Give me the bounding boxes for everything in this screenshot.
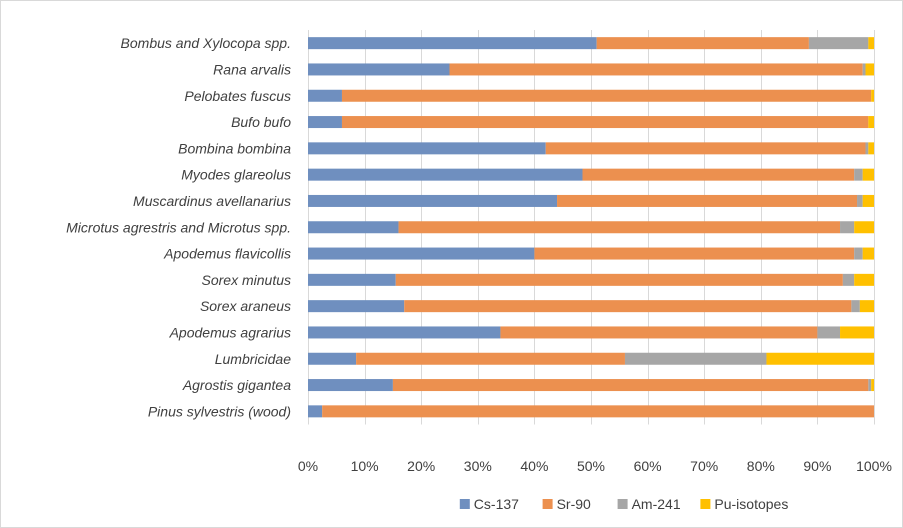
- legend-swatch: [459, 499, 470, 509]
- bar-segment: [865, 63, 874, 76]
- bar-segment: [449, 63, 863, 76]
- bar-segment: [322, 405, 874, 418]
- category-label: Lumbricidae: [215, 351, 291, 367]
- bar-segment: [398, 221, 841, 234]
- bar-segment: [851, 300, 860, 313]
- category-label: Agrostis gigantea: [182, 377, 291, 393]
- legend-label: Am-241: [632, 496, 681, 512]
- bar-segment: [308, 326, 501, 339]
- x-tick-label: 80%: [747, 458, 775, 474]
- bar-segment: [500, 326, 818, 339]
- x-tick-label: 40%: [520, 458, 548, 474]
- bar-segment: [356, 352, 625, 365]
- bar-segment: [868, 379, 872, 392]
- legend-swatch: [617, 499, 628, 509]
- bar-segment: [868, 142, 874, 155]
- category-labels: Bombus and Xylocopa spp. Rana arvalis Pelo…: [66, 35, 291, 419]
- bar-segment: [308, 142, 546, 155]
- bar-segment: [308, 221, 399, 234]
- bar-segment: [817, 326, 841, 339]
- category-label: Rana arvalis: [213, 61, 291, 77]
- bar-segment: [840, 221, 855, 234]
- bar-segment: [857, 194, 863, 207]
- bar-segment: [871, 379, 874, 392]
- x-tick-label: 20%: [407, 458, 435, 474]
- bar-segment: [862, 63, 866, 76]
- bar-segment: [308, 379, 393, 392]
- bar-segment: [808, 37, 869, 50]
- bar-segment: [862, 247, 874, 260]
- bar-segment: [308, 300, 405, 313]
- category-label: Sorex minutus: [202, 272, 291, 288]
- bar-segment: [868, 116, 874, 129]
- x-tick-label: 90%: [803, 458, 831, 474]
- bar-segment: [865, 142, 869, 155]
- bar-segment: [308, 37, 597, 50]
- bar-segment: [404, 300, 852, 313]
- bar-segment: [859, 300, 874, 313]
- category-label: Bombus and Xylocopa spp.: [121, 35, 291, 51]
- bar-segment: [868, 37, 874, 50]
- x-tick-label: 100%: [856, 458, 892, 474]
- x-tick-label: 30%: [464, 458, 492, 474]
- bar-segment: [854, 273, 874, 286]
- bar-segment: [557, 194, 858, 207]
- bar-segment: [862, 194, 874, 207]
- bar-segment: [308, 405, 323, 418]
- bar-segment: [308, 63, 450, 76]
- x-tick-label: 60%: [634, 458, 662, 474]
- bar-segment: [582, 168, 855, 181]
- bar-segment: [308, 273, 396, 286]
- bar-segment: [862, 168, 874, 181]
- bar-segment: [341, 89, 872, 102]
- bar-segment: [534, 247, 855, 260]
- category-label: Microtus agrestris and Microtus spp.: [66, 219, 291, 235]
- legend-label: Sr-90: [557, 496, 591, 512]
- bar-segment: [842, 273, 855, 286]
- category-label: Apodemus agrarius: [169, 324, 291, 340]
- category-label: Pinus sylvestris (wood): [148, 403, 291, 419]
- x-tick-label: 70%: [690, 458, 718, 474]
- category-label: Pelobates fuscus: [184, 88, 291, 104]
- bar-segment: [395, 273, 843, 286]
- legend-swatch: [542, 499, 553, 509]
- bar-segment: [308, 89, 342, 102]
- x-axis-tick-labels: 0% 10% 20% 30% 40% 50% 60% 70% 80% 90% 100%: [298, 458, 892, 474]
- bar-segment: [871, 89, 874, 102]
- bar-segment: [596, 37, 809, 50]
- category-label: Bufo bufo: [231, 114, 291, 130]
- bar-segment: [766, 352, 874, 365]
- bar-segment: [545, 142, 866, 155]
- category-label: Myodes glareolus: [181, 167, 291, 183]
- category-label: Apodemus flavicollis: [163, 246, 291, 262]
- bar-segment: [392, 379, 869, 392]
- bar-segment: [854, 168, 863, 181]
- bar-segment: [308, 247, 535, 260]
- bar-segment: [308, 116, 342, 129]
- bar-segment: [308, 168, 583, 181]
- x-tick-label: 10%: [351, 458, 379, 474]
- bar-segment: [308, 194, 558, 207]
- category-label: Sorex araneus: [200, 298, 291, 314]
- bar-segment: [854, 247, 863, 260]
- category-label: Muscardinus avellanarius: [133, 193, 291, 209]
- bar-segment: [624, 352, 767, 365]
- bar-segment: [308, 352, 357, 365]
- legend-label: Pu-isotopes: [714, 496, 788, 512]
- x-tick-label: 0%: [298, 458, 318, 474]
- bar-segment: [840, 326, 874, 339]
- legend: Cs-137 Sr-90 Am-241 Pu-isotopes: [459, 496, 788, 512]
- legend-swatch: [700, 499, 711, 509]
- bar-segment: [854, 221, 874, 234]
- bar-segment: [341, 116, 869, 129]
- bars: [308, 37, 874, 418]
- legend-label: Cs-137: [474, 496, 519, 512]
- category-label: Bombina bombina: [178, 140, 291, 156]
- x-tick-label: 50%: [577, 458, 605, 474]
